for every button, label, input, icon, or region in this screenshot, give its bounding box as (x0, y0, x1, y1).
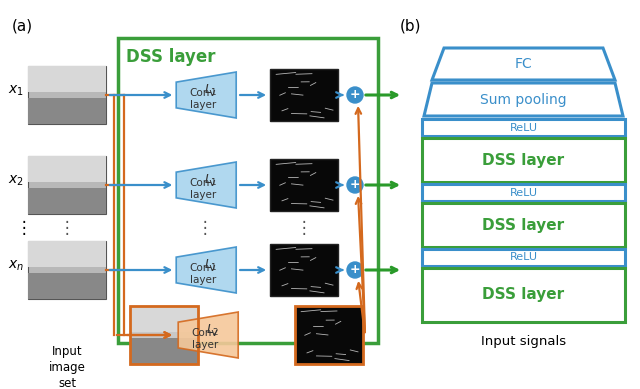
Text: +: + (349, 178, 360, 191)
FancyBboxPatch shape (28, 188, 106, 214)
FancyBboxPatch shape (270, 159, 338, 211)
Text: FC: FC (515, 57, 532, 71)
Circle shape (347, 87, 363, 103)
Text: $L_2$: $L_2$ (206, 322, 220, 338)
FancyBboxPatch shape (28, 66, 106, 124)
Text: DSS layer: DSS layer (483, 217, 564, 233)
Text: DSS layer: DSS layer (483, 152, 564, 168)
Text: (b): (b) (400, 18, 422, 33)
FancyBboxPatch shape (130, 338, 198, 364)
Text: Input signals: Input signals (481, 335, 566, 348)
Text: Conv
layer: Conv layer (189, 263, 216, 285)
FancyBboxPatch shape (118, 38, 378, 343)
Text: Sum pooling: Sum pooling (480, 93, 567, 107)
FancyBboxPatch shape (422, 138, 625, 182)
Text: +: + (349, 88, 360, 101)
Text: Conv
layer: Conv layer (192, 328, 218, 350)
Text: ReLU: ReLU (509, 187, 538, 198)
Polygon shape (424, 83, 623, 116)
Circle shape (347, 177, 363, 193)
Text: Input
image
set: Input image set (49, 345, 85, 389)
FancyBboxPatch shape (422, 119, 625, 136)
FancyBboxPatch shape (130, 306, 198, 364)
Text: DSS layer: DSS layer (483, 287, 564, 303)
Polygon shape (178, 312, 238, 358)
Text: DSS layer: DSS layer (126, 48, 216, 66)
Text: (a): (a) (12, 18, 33, 33)
FancyBboxPatch shape (28, 241, 106, 299)
Text: $x_2$: $x_2$ (8, 174, 24, 188)
Polygon shape (176, 72, 236, 118)
FancyBboxPatch shape (28, 156, 106, 182)
FancyBboxPatch shape (422, 184, 625, 201)
FancyBboxPatch shape (28, 156, 106, 214)
FancyBboxPatch shape (28, 66, 106, 92)
Text: ⋮: ⋮ (59, 219, 76, 237)
FancyBboxPatch shape (28, 98, 106, 124)
Text: $L_1$: $L_1$ (204, 172, 218, 187)
FancyBboxPatch shape (422, 249, 625, 266)
Text: ⋮: ⋮ (196, 219, 213, 237)
FancyBboxPatch shape (28, 241, 106, 267)
FancyBboxPatch shape (422, 268, 625, 322)
FancyBboxPatch shape (295, 306, 363, 364)
Text: $x_1$: $x_1$ (8, 84, 24, 98)
Text: $L_1$: $L_1$ (204, 258, 218, 273)
FancyBboxPatch shape (422, 203, 625, 247)
FancyBboxPatch shape (28, 273, 106, 299)
Polygon shape (176, 162, 236, 208)
FancyBboxPatch shape (130, 306, 198, 332)
Text: ReLU: ReLU (509, 252, 538, 263)
Text: ⋮: ⋮ (16, 219, 32, 237)
FancyBboxPatch shape (270, 244, 338, 296)
Text: Conv
layer: Conv layer (189, 88, 216, 110)
Circle shape (347, 262, 363, 278)
Polygon shape (176, 247, 236, 293)
Text: $L_1$: $L_1$ (204, 82, 218, 98)
FancyBboxPatch shape (270, 69, 338, 121)
Text: $x_n$: $x_n$ (8, 259, 24, 273)
Text: ReLU: ReLU (509, 123, 538, 133)
Text: Conv
layer: Conv layer (189, 178, 216, 200)
Text: +: + (349, 263, 360, 276)
Polygon shape (432, 48, 615, 80)
Text: ⋮: ⋮ (296, 219, 312, 237)
